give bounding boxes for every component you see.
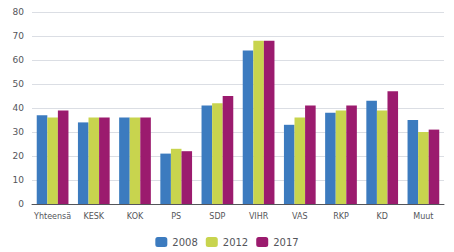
svg-text:50: 50	[13, 79, 25, 89]
svg-text:10: 10	[13, 175, 25, 185]
svg-text:2012: 2012	[223, 237, 248, 248]
svg-text:Yhteensä: Yhteensä	[33, 212, 71, 221]
svg-text:RKP: RKP	[333, 212, 349, 221]
svg-text:KESK: KESK	[83, 212, 104, 221]
svg-text:60: 60	[13, 55, 25, 65]
svg-text:KD: KD	[376, 212, 387, 221]
svg-text:80: 80	[13, 7, 25, 17]
svg-text:0: 0	[18, 199, 24, 209]
svg-text:2008: 2008	[172, 237, 197, 248]
svg-text:PS: PS	[171, 212, 181, 221]
svg-text:70: 70	[13, 31, 25, 41]
svg-text:40: 40	[13, 103, 25, 113]
svg-text:SDP: SDP	[209, 212, 225, 221]
svg-text:Muut: Muut	[413, 212, 433, 221]
svg-text:20: 20	[13, 151, 25, 161]
svg-text:VIHR: VIHR	[249, 212, 269, 221]
svg-text:VAS: VAS	[292, 212, 308, 221]
svg-text:KOK: KOK	[127, 212, 144, 221]
svg-text:2017: 2017	[273, 237, 298, 248]
svg-text:30: 30	[13, 127, 25, 137]
